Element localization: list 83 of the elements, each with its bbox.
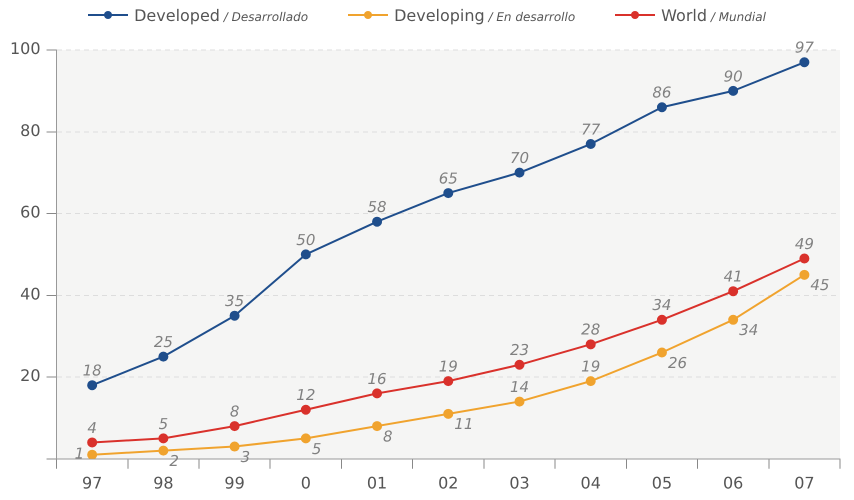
point bbox=[372, 216, 382, 227]
legend-label: World / Mundial bbox=[661, 6, 766, 24]
point bbox=[87, 380, 98, 390]
x-tick-label: 06 bbox=[722, 474, 744, 493]
data-label: 26 bbox=[668, 354, 688, 372]
x-tick-label: 97 bbox=[82, 474, 102, 493]
data-label: 97 bbox=[794, 38, 814, 57]
data-label: 23 bbox=[510, 341, 530, 360]
data-label: 34 bbox=[652, 296, 672, 314]
point bbox=[799, 57, 810, 68]
x-tick-label: 03 bbox=[509, 474, 530, 493]
point bbox=[514, 360, 524, 370]
point bbox=[230, 442, 240, 452]
point bbox=[300, 404, 311, 415]
point bbox=[230, 421, 240, 432]
data-label: 25 bbox=[154, 332, 173, 351]
data-label: 28 bbox=[581, 320, 600, 339]
x-tick-label: 04 bbox=[580, 474, 601, 493]
point bbox=[728, 314, 738, 325]
data-label: 5 bbox=[312, 440, 322, 458]
point bbox=[586, 139, 596, 150]
point bbox=[158, 433, 168, 444]
point bbox=[443, 376, 454, 386]
data-label: 70 bbox=[510, 149, 530, 168]
data-label: 19 bbox=[438, 358, 458, 376]
point bbox=[586, 339, 596, 350]
y-tick-label: 60 bbox=[20, 202, 41, 222]
x-tick-label: 99 bbox=[224, 474, 245, 493]
point bbox=[443, 408, 454, 419]
point bbox=[158, 446, 168, 456]
point bbox=[656, 348, 667, 358]
legend-label: Developed / Desarrollado bbox=[134, 6, 308, 24]
point bbox=[372, 421, 382, 432]
legend-label: Developing / En desarrollo bbox=[394, 6, 576, 24]
data-label: 45 bbox=[810, 276, 830, 294]
data-label: 65 bbox=[438, 169, 458, 188]
data-label: 77 bbox=[581, 120, 601, 138]
point bbox=[799, 270, 810, 280]
point bbox=[300, 249, 311, 260]
point bbox=[728, 86, 738, 96]
data-label: 49 bbox=[794, 234, 814, 253]
data-label: 16 bbox=[368, 370, 387, 388]
data-label: 1 bbox=[74, 444, 84, 463]
data-label: 90 bbox=[724, 67, 743, 86]
data-label: 18 bbox=[82, 362, 102, 380]
data-label: 8 bbox=[230, 402, 240, 420]
point bbox=[728, 286, 738, 296]
data-label: 19 bbox=[581, 358, 600, 376]
data-label: 58 bbox=[368, 198, 387, 216]
point bbox=[158, 352, 168, 362]
data-label: 14 bbox=[510, 378, 530, 396]
point bbox=[656, 102, 667, 112]
x-tick-label: 07 bbox=[794, 474, 815, 493]
data-label: 35 bbox=[225, 292, 244, 310]
x-tick-label: 0 bbox=[300, 474, 311, 493]
x-tick-label: 98 bbox=[153, 474, 174, 493]
point bbox=[656, 314, 667, 325]
y-tick-label: 80 bbox=[20, 120, 41, 140]
y-tick-label: 20 bbox=[20, 366, 41, 386]
point bbox=[586, 376, 596, 386]
data-label: 11 bbox=[454, 415, 474, 434]
point bbox=[514, 168, 524, 178]
data-label: 5 bbox=[158, 414, 168, 433]
point bbox=[443, 188, 454, 198]
data-label: 8 bbox=[383, 427, 393, 446]
data-label: 34 bbox=[739, 321, 758, 340]
point bbox=[372, 388, 382, 398]
point bbox=[799, 253, 810, 264]
data-label: 41 bbox=[724, 268, 743, 286]
point bbox=[87, 450, 98, 459]
data-label: 86 bbox=[652, 84, 672, 102]
x-tick-label: 05 bbox=[652, 474, 672, 493]
data-label: 4 bbox=[87, 418, 97, 437]
data-label: 12 bbox=[296, 386, 316, 404]
point bbox=[514, 396, 524, 407]
data-label: 50 bbox=[296, 230, 316, 249]
x-tick-label: 01 bbox=[366, 474, 388, 493]
x-tick-label: 02 bbox=[438, 474, 458, 493]
point bbox=[300, 433, 311, 444]
y-tick-label: 40 bbox=[20, 284, 41, 304]
y-tick-label: 100 bbox=[10, 39, 41, 58]
point bbox=[230, 310, 240, 321]
point bbox=[87, 437, 98, 448]
